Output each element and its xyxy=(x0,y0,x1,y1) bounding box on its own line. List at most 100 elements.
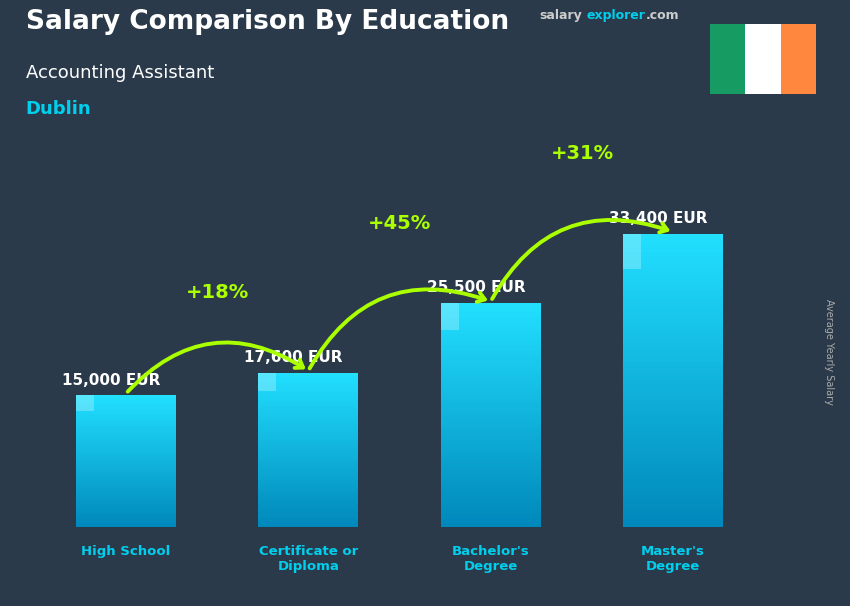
Bar xyxy=(258,392,359,394)
Bar xyxy=(76,412,176,413)
Bar xyxy=(440,488,541,491)
Bar xyxy=(258,446,359,448)
Bar xyxy=(258,421,359,423)
Bar xyxy=(440,471,541,474)
Bar xyxy=(258,450,359,452)
Bar xyxy=(623,377,723,381)
Bar xyxy=(76,440,176,442)
Bar xyxy=(623,340,723,344)
Bar xyxy=(440,421,541,424)
Bar xyxy=(623,292,723,296)
Text: High School: High School xyxy=(82,545,171,558)
Bar xyxy=(623,428,723,432)
Bar xyxy=(76,496,176,498)
Bar xyxy=(623,351,723,355)
Bar xyxy=(623,366,723,370)
Bar xyxy=(623,388,723,391)
Bar xyxy=(76,456,176,458)
Bar xyxy=(76,460,176,461)
Bar xyxy=(440,384,541,387)
Bar xyxy=(440,412,541,415)
Bar xyxy=(76,395,94,411)
Bar xyxy=(440,438,541,441)
Text: Dublin: Dublin xyxy=(26,100,91,118)
Bar xyxy=(623,270,723,274)
Bar xyxy=(258,456,359,458)
Bar xyxy=(76,509,176,511)
Bar xyxy=(623,505,723,509)
Bar xyxy=(623,424,723,428)
Text: salary: salary xyxy=(540,9,582,22)
Bar xyxy=(440,370,541,373)
Bar xyxy=(76,433,176,435)
Bar xyxy=(440,485,541,488)
Bar xyxy=(76,401,176,402)
Bar xyxy=(623,395,723,399)
Bar xyxy=(440,390,541,393)
Bar xyxy=(258,386,359,388)
Bar xyxy=(76,451,176,453)
Bar xyxy=(258,435,359,436)
Bar xyxy=(258,373,359,375)
Bar xyxy=(258,518,359,519)
Bar xyxy=(76,404,176,405)
Bar xyxy=(623,406,723,410)
Bar xyxy=(258,481,359,483)
Bar xyxy=(76,397,176,399)
Bar xyxy=(623,502,723,505)
Bar xyxy=(440,451,541,454)
Bar xyxy=(258,510,359,511)
Bar xyxy=(76,506,176,507)
Bar xyxy=(780,24,816,94)
Bar xyxy=(258,381,359,382)
Bar xyxy=(623,465,723,468)
Bar xyxy=(440,513,541,516)
Bar xyxy=(440,460,541,463)
Bar xyxy=(440,306,541,308)
Bar xyxy=(623,318,723,322)
Bar xyxy=(258,409,359,411)
Bar xyxy=(76,519,176,521)
Bar xyxy=(258,376,359,378)
Bar xyxy=(76,422,176,424)
Bar xyxy=(440,398,541,401)
Bar xyxy=(440,418,541,421)
Bar xyxy=(623,524,723,527)
Bar xyxy=(76,483,176,484)
Bar xyxy=(258,394,359,396)
Bar xyxy=(440,505,541,508)
Bar xyxy=(258,399,359,402)
Bar xyxy=(76,525,176,527)
Bar xyxy=(258,433,359,435)
Bar xyxy=(440,323,541,325)
Bar xyxy=(76,474,176,476)
Bar xyxy=(258,467,359,469)
Bar xyxy=(76,486,176,488)
Bar xyxy=(440,387,541,390)
Bar xyxy=(76,478,176,479)
Bar xyxy=(440,401,541,404)
Bar xyxy=(440,407,541,410)
Bar xyxy=(440,382,541,384)
Bar xyxy=(623,447,723,450)
Bar xyxy=(258,384,359,386)
Bar xyxy=(258,436,359,438)
Bar xyxy=(440,435,541,438)
Bar xyxy=(440,345,541,348)
Bar xyxy=(76,471,176,473)
Bar xyxy=(76,448,176,450)
Bar xyxy=(440,508,541,510)
Text: Certificate or
Diploma: Certificate or Diploma xyxy=(258,545,358,573)
Bar xyxy=(440,376,541,379)
Bar xyxy=(258,524,359,525)
Bar xyxy=(258,375,359,376)
Bar xyxy=(76,473,176,474)
Bar xyxy=(258,464,359,465)
Bar xyxy=(258,498,359,500)
Bar xyxy=(258,477,359,479)
Bar xyxy=(623,516,723,520)
Bar xyxy=(258,508,359,510)
Bar xyxy=(76,489,176,491)
Text: .com: .com xyxy=(646,9,680,22)
Bar xyxy=(440,351,541,353)
